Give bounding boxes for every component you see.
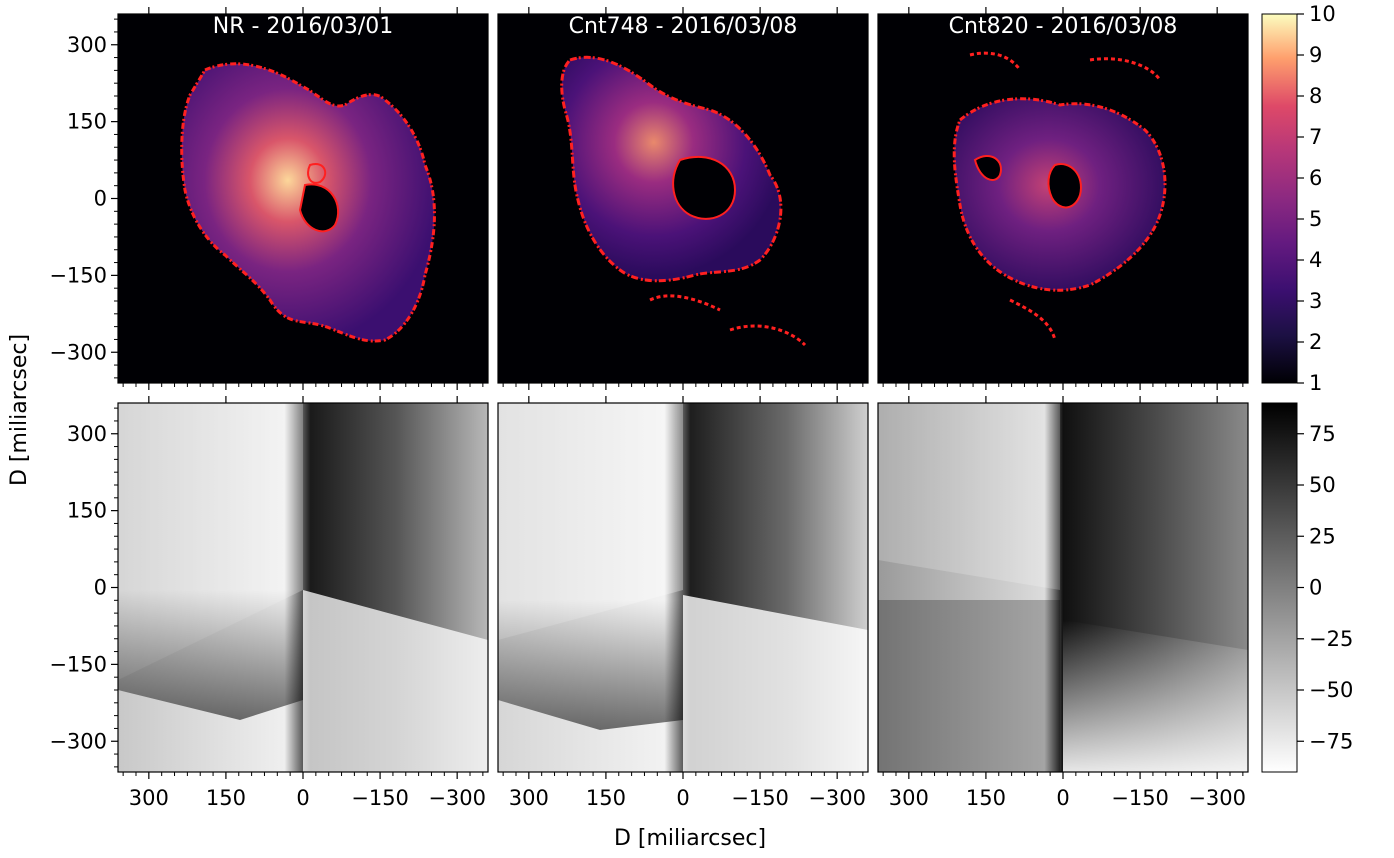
colorbar-intensity bbox=[1261, 13, 1298, 384]
colorbar-tick-label: −50 bbox=[1309, 678, 1353, 702]
panel-title-nr: NR - 2016/03/01 bbox=[213, 14, 393, 39]
intensity-contour bbox=[952, 97, 1167, 292]
y-tick-label: 0 bbox=[94, 187, 107, 211]
x-tick-label: 150 bbox=[206, 786, 246, 810]
x-tick-label: 0 bbox=[1056, 786, 1069, 810]
x-tick-label: −300 bbox=[428, 786, 486, 810]
colorbar-tick-label: 1 bbox=[1309, 371, 1322, 395]
x-tick-label: 0 bbox=[296, 786, 309, 810]
x-tick-label: 0 bbox=[676, 786, 689, 810]
x-tick-label: 300 bbox=[509, 786, 549, 810]
intensity-contour bbox=[180, 62, 436, 343]
y-tick-label: −300 bbox=[49, 729, 107, 753]
y-axis-title: D [miliarcsec] bbox=[7, 334, 32, 486]
y-tick-label: −150 bbox=[49, 263, 107, 287]
colorbar-tick-label: 50 bbox=[1309, 473, 1336, 497]
x-tick-label: −150 bbox=[1111, 786, 1169, 810]
intensity-region bbox=[561, 57, 781, 281]
x-axis-title: D [miliarcsec] bbox=[614, 826, 766, 851]
colorbar-tick-label: 25 bbox=[1309, 524, 1336, 548]
panel-angle-cnt748 bbox=[498, 403, 868, 772]
colorbar-tick-label: −75 bbox=[1309, 729, 1353, 753]
x-tick-label: −150 bbox=[351, 786, 409, 810]
intensity-contour bbox=[560, 55, 783, 283]
colorbar-tick-label: −25 bbox=[1309, 627, 1353, 651]
colorbar-ticks: 1 2 3 4 5 6 7 8 9 10 75 50 25 0 −25 −50 −75 bbox=[1297, 2, 1353, 753]
axis-ticks: 300 150 0 −150 −300 300 150 0 −150 −300 300 150 0 −15… bbox=[49, 7, 1246, 810]
panel-intensity-cnt748 bbox=[498, 14, 868, 383]
colorbar-tick-label: 0 bbox=[1309, 576, 1322, 600]
panel-angle-nr bbox=[118, 403, 488, 772]
colorbar-tick-label: 7 bbox=[1309, 125, 1322, 149]
colorbar-tick-label: 3 bbox=[1309, 289, 1322, 313]
panel-angle-cnt820 bbox=[878, 403, 1248, 772]
colorbar-tick-label: 10 bbox=[1309, 2, 1336, 26]
y-tick-label: 150 bbox=[67, 499, 107, 523]
y-tick-label: 300 bbox=[67, 422, 107, 446]
x-tick-label: 300 bbox=[129, 786, 169, 810]
x-tick-label: −300 bbox=[1188, 786, 1246, 810]
colorbar-tick-label: 6 bbox=[1309, 166, 1322, 190]
colorbar-tick-label: 75 bbox=[1309, 422, 1336, 446]
colorbar-tick-label: 4 bbox=[1309, 248, 1322, 272]
x-tick-label: 150 bbox=[966, 786, 1006, 810]
y-tick-label: 0 bbox=[94, 576, 107, 600]
x-tick-label: 150 bbox=[586, 786, 626, 810]
x-tick-label: 300 bbox=[889, 786, 929, 810]
y-tick-label: 150 bbox=[67, 110, 107, 134]
y-tick-label: −300 bbox=[49, 340, 107, 364]
panel-intensity-cnt820 bbox=[878, 14, 1248, 383]
colorbar-tick-label: 5 bbox=[1309, 207, 1322, 231]
panel-title-cnt820: Cnt820 - 2016/03/08 bbox=[949, 14, 1178, 39]
y-tick-label: 300 bbox=[67, 33, 107, 57]
x-tick-label: −300 bbox=[808, 786, 866, 810]
x-tick-label: −150 bbox=[731, 786, 789, 810]
colorbar-tick-label: 2 bbox=[1309, 330, 1322, 354]
panel-intensity-nr bbox=[118, 14, 488, 383]
panel-title-cnt748: Cnt748 - 2016/03/08 bbox=[569, 14, 798, 39]
colorbar-tick-label: 8 bbox=[1309, 84, 1322, 108]
colorbar-tick-label: 9 bbox=[1309, 43, 1322, 67]
y-tick-label: −150 bbox=[49, 652, 107, 676]
colorbar-angle bbox=[1261, 402, 1298, 773]
